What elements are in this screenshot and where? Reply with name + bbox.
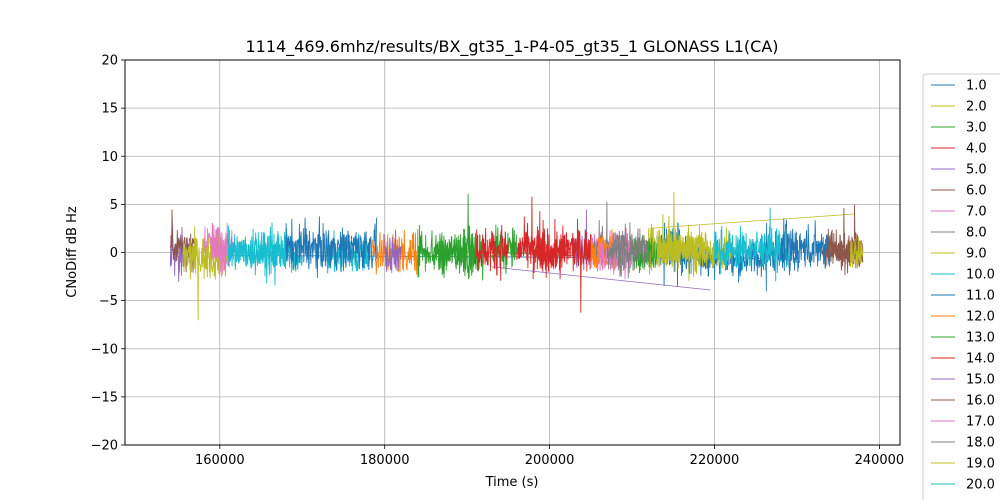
series-trace [384,229,402,273]
y-tick-label: 0 [110,246,118,261]
axis-ticks: 160000 180000 200000 220000 240000 −20 −15 −10 −… [91,54,905,469]
chart-title: 1114_469.6mhz/results/BX_gt35_1-P4-05_gt… [245,37,778,57]
x-tick-label: 220000 [690,453,740,468]
legend-entry: 15.0 [966,373,995,388]
series-trace [227,225,287,276]
series-trace [417,193,476,278]
series-trace [714,207,790,282]
legend-entry: 12.0 [966,310,995,325]
legend-entry: 11.0 [966,289,995,304]
series-trace [850,236,864,269]
series-trace [285,216,353,278]
y-tick-label: −20 [91,439,118,454]
series-trace [516,196,592,313]
legend-entry: 9.0 [966,247,987,262]
legend-entry: 8.0 [966,226,987,241]
series-2.0 [648,213,855,281]
series-trace [606,223,649,279]
legend-entry: 17.0 [966,415,995,430]
series-trace [780,218,831,272]
series-trace [474,224,509,281]
series-19.0 [850,236,864,269]
series-18.0 [606,223,649,279]
series-layer [169,192,864,321]
legend-entry: 1.0 [966,79,987,94]
series-trace [648,214,732,281]
legend-entry: 10.0 [966,268,995,283]
legend-entry: 2.0 [966,100,987,115]
legend-entry: 18.0 [966,436,995,451]
y-tick-label: −15 [91,390,118,405]
series-connector [648,213,855,229]
x-tick-label: 240000 [855,453,905,468]
legend: 1.0 2.0 3.0 4.0 5.0 6.0 7.0 8.0 9.0 10.0 11.0 12.0 1… [922,73,1000,500]
legend-entry: 7.0 [966,205,987,220]
x-tick-label: 200000 [525,453,575,468]
x-axis-label: Time (s) [485,475,539,490]
x-tick-label: 160000 [195,453,245,468]
legend-box [922,73,1000,500]
legend-entry: 5.0 [966,163,987,178]
series-connector [491,266,711,291]
legend-entry: 13.0 [966,331,995,346]
y-tick-label: −10 [91,342,118,357]
legend-entry: 4.0 [966,142,987,157]
series-20.0 [227,225,287,276]
y-tick-label: 15 [101,102,118,117]
legend-entry: 14.0 [966,352,995,367]
y-tick-label: 20 [101,54,118,69]
legend-entry: 16.0 [966,394,995,409]
legend-entry: 6.0 [966,184,987,199]
series-14.0 [474,196,592,313]
series-trace [351,217,377,271]
y-tick-label: −5 [99,294,118,309]
legend-entry: 19.0 [966,457,995,472]
series-15.0 [384,229,402,273]
y-tick-label: 5 [110,198,118,213]
series-11.0 [285,216,831,278]
y-tick-label: 10 [101,150,118,165]
x-tick-label: 180000 [360,453,410,468]
series-trace [648,192,707,277]
series-trace [211,226,229,275]
legend-entry: 3.0 [966,121,987,136]
y-axis-label: CNoDiff dB Hz [65,206,80,298]
legend-entry: 20.0 [966,478,995,493]
